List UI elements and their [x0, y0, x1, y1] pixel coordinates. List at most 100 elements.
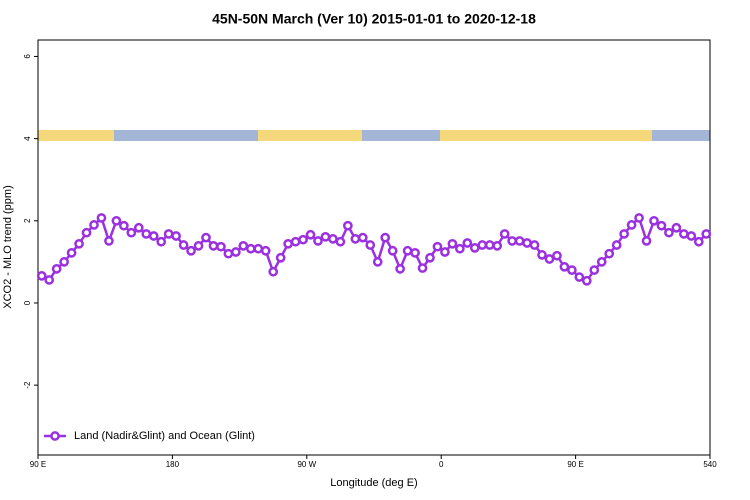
data-point [559, 261, 570, 272]
x-tick-label: 180 [166, 460, 180, 469]
data-point [66, 247, 77, 258]
data-point [245, 243, 256, 254]
chart-title: 45N-50N March (Ver 10) 2015-01-01 to 202… [212, 11, 536, 27]
data-point [201, 232, 211, 243]
x-axis-label: Longitude (deg E) [330, 477, 417, 489]
data-point [260, 245, 271, 256]
data-point [126, 227, 137, 238]
data-point [163, 229, 174, 239]
data-point [484, 240, 495, 250]
data-point [492, 241, 503, 251]
legend-label: Land (Nadir&Glint) and Ocean (Glint) [74, 430, 255, 442]
data-point [357, 232, 368, 243]
x-tick-label: 90 E [30, 460, 46, 469]
data-point [193, 241, 204, 251]
data-point [74, 238, 84, 249]
y-axis-label: XCO2 - MLO trend (ppm) [2, 185, 14, 308]
data-point [499, 229, 510, 239]
x-tick-label: 540 [703, 460, 717, 469]
data-point [641, 236, 652, 246]
data-point [402, 245, 413, 256]
data-point [290, 236, 301, 247]
ocean-band [114, 130, 258, 141]
data-point [178, 240, 189, 250]
data-point [44, 275, 55, 285]
data-point [664, 227, 674, 238]
data-point [410, 247, 420, 258]
data-point [320, 231, 331, 242]
data-point [634, 213, 644, 223]
data-point [522, 238, 532, 248]
data-point [462, 238, 473, 248]
data-point [208, 241, 219, 251]
data-point [104, 236, 114, 246]
data-point [395, 264, 405, 274]
data-point [581, 275, 592, 286]
data-point [350, 234, 361, 244]
data-point [343, 220, 353, 231]
data-point [365, 240, 376, 250]
data-point [231, 247, 241, 257]
data-point [440, 247, 450, 257]
data-point [141, 229, 152, 239]
x-tick-label: 0 [439, 460, 444, 469]
data-point [186, 245, 196, 256]
data-point [469, 243, 480, 253]
data-point [171, 231, 181, 241]
data-point [589, 265, 600, 275]
data-point [372, 257, 383, 267]
data-point [335, 236, 346, 247]
data-point [626, 220, 637, 230]
data-point [96, 213, 107, 223]
ocean-band [652, 130, 710, 141]
data-point [275, 252, 286, 263]
plot-frame [37, 39, 711, 456]
data-point [544, 254, 555, 264]
data-point [693, 236, 704, 247]
land-ocean-strip [38, 130, 710, 141]
data-point [380, 232, 391, 243]
data-point [305, 229, 316, 240]
data-point [51, 264, 62, 274]
data-point [552, 250, 562, 261]
data-point [89, 220, 99, 230]
data-point [477, 240, 488, 250]
data-point [701, 229, 712, 239]
data-point [425, 252, 435, 263]
data-point [111, 215, 122, 226]
data-point [567, 265, 577, 275]
data-point [36, 271, 47, 281]
data-point [283, 238, 293, 249]
data-point [328, 234, 338, 244]
data-point [507, 236, 517, 246]
data-point [604, 248, 615, 259]
data-point [119, 220, 129, 231]
x-tick-label: 90 W [297, 460, 316, 469]
data-point [529, 240, 540, 250]
data-point [671, 222, 682, 233]
legend-marker [50, 431, 60, 441]
data-point [417, 263, 428, 273]
data-point [432, 241, 443, 252]
data-point [313, 236, 323, 246]
data-point [455, 243, 465, 254]
y-tick-label: 4 [23, 136, 32, 141]
data-point [611, 240, 622, 250]
data-point [656, 220, 667, 231]
data-point [619, 229, 629, 239]
data-point [387, 245, 398, 256]
data-point [447, 238, 458, 249]
data-point [649, 215, 659, 226]
data-point [133, 222, 144, 233]
data-point [268, 266, 279, 277]
data-point [253, 243, 264, 254]
data-point [59, 257, 69, 267]
data-point [148, 231, 159, 241]
data-point [223, 248, 234, 259]
data-point [537, 250, 547, 260]
y-tick-label: 6 [23, 54, 32, 59]
data-point [574, 272, 585, 282]
data-point [298, 234, 308, 245]
